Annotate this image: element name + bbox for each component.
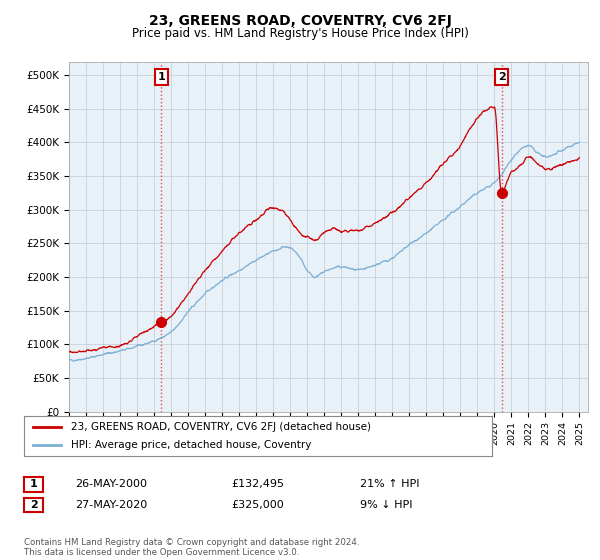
Text: £325,000: £325,000 — [231, 500, 284, 510]
Text: 26-MAY-2000: 26-MAY-2000 — [75, 479, 147, 489]
Text: 23, GREENS ROAD, COVENTRY, CV6 2FJ: 23, GREENS ROAD, COVENTRY, CV6 2FJ — [149, 14, 451, 28]
Text: 2: 2 — [30, 500, 37, 510]
Text: £132,495: £132,495 — [231, 479, 284, 489]
Text: Contains HM Land Registry data © Crown copyright and database right 2024.
This d: Contains HM Land Registry data © Crown c… — [24, 538, 359, 557]
Text: 9% ↓ HPI: 9% ↓ HPI — [360, 500, 413, 510]
Text: 2: 2 — [497, 72, 505, 82]
Text: 1: 1 — [30, 479, 37, 489]
Text: Price paid vs. HM Land Registry's House Price Index (HPI): Price paid vs. HM Land Registry's House … — [131, 27, 469, 40]
Text: HPI: Average price, detached house, Coventry: HPI: Average price, detached house, Cove… — [71, 440, 311, 450]
Text: 1: 1 — [157, 72, 165, 82]
Text: 21% ↑ HPI: 21% ↑ HPI — [360, 479, 419, 489]
Text: 23, GREENS ROAD, COVENTRY, CV6 2FJ (detached house): 23, GREENS ROAD, COVENTRY, CV6 2FJ (deta… — [71, 422, 371, 432]
Text: 27-MAY-2020: 27-MAY-2020 — [75, 500, 147, 510]
